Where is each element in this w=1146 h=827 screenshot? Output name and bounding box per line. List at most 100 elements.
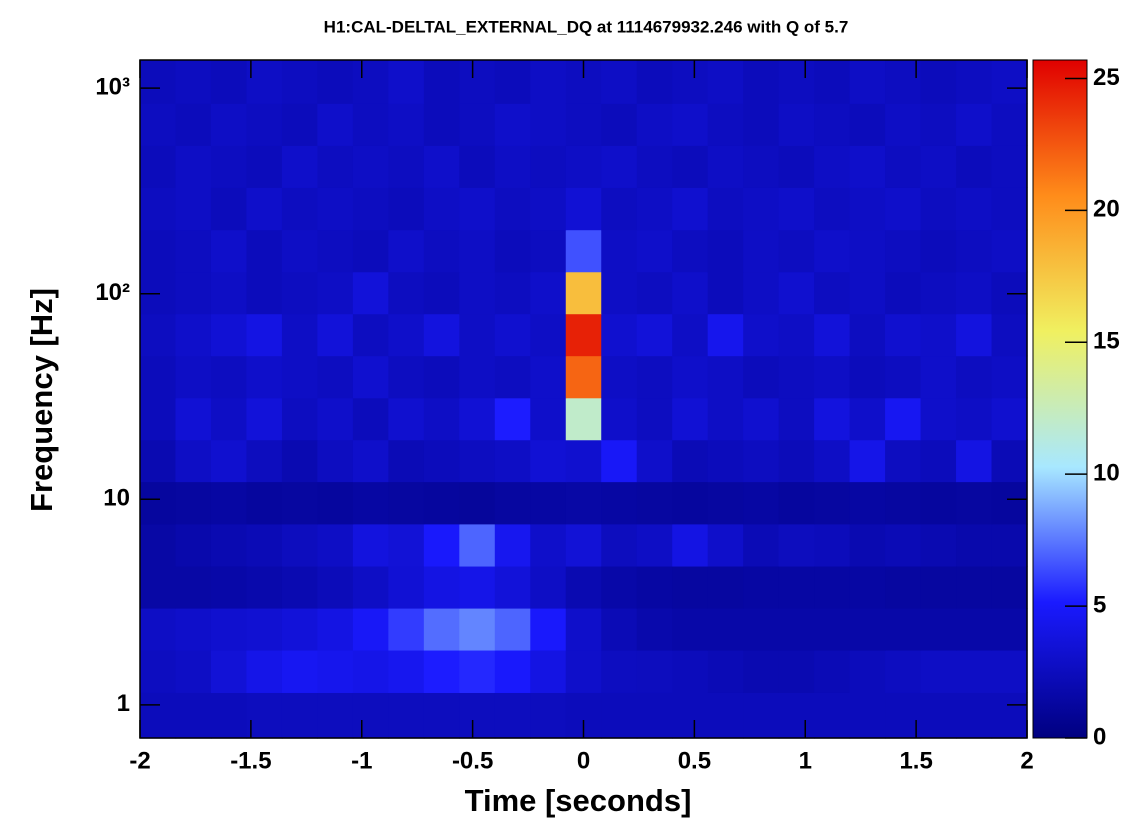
heatmap-cell — [388, 313, 425, 357]
heatmap-cell — [530, 229, 567, 273]
heatmap-cell — [991, 397, 1028, 441]
heatmap-cell — [814, 229, 851, 273]
chart-title: H1:CAL-DELTAL_EXTERNAL_DQ at 1114679932.… — [324, 17, 849, 36]
heatmap-cell — [494, 439, 531, 483]
heatmap-cell — [920, 692, 957, 739]
heatmap-cell — [210, 187, 248, 231]
heatmap-cell — [388, 271, 425, 315]
heatmap-cell — [317, 60, 354, 104]
heatmap-cell — [672, 565, 709, 609]
heatmap-cell — [707, 397, 744, 441]
heatmap-cell — [140, 565, 177, 609]
heatmap-cell — [530, 649, 567, 693]
heatmap-cell — [601, 439, 638, 483]
heatmap-cell — [956, 229, 993, 273]
heatmap-cell — [707, 187, 744, 231]
heatmap-cell — [778, 397, 815, 441]
heatmap-cell — [281, 649, 318, 693]
heatmap-cell — [388, 607, 425, 651]
heatmap-cell — [352, 481, 389, 525]
heatmap-cell — [636, 187, 673, 231]
heatmap-cell — [885, 397, 922, 441]
heatmap-cell — [246, 355, 283, 399]
heatmap-cell — [743, 692, 780, 739]
heatmap-cell — [672, 649, 709, 693]
heatmap-cell — [175, 355, 212, 399]
heatmap-cell — [636, 103, 673, 146]
heatmap-cell — [494, 607, 531, 651]
heatmap-cell — [175, 649, 212, 693]
heatmap-cell — [707, 229, 744, 273]
heatmap-cell — [991, 271, 1028, 315]
heatmap-cell — [778, 145, 815, 188]
heatmap-cell — [707, 439, 744, 483]
heatmap-cell — [849, 187, 886, 231]
heatmap-cell — [601, 271, 638, 315]
heatmap-cell — [743, 187, 780, 231]
heatmap-cell — [530, 355, 567, 399]
heatmap-cell — [991, 565, 1028, 609]
heatmap-cell — [636, 565, 673, 609]
heatmap-cell — [210, 523, 248, 567]
heatmap-cell — [140, 439, 177, 483]
heatmap-cell — [601, 187, 638, 231]
heatmap-cell — [175, 60, 212, 104]
heatmap-cell — [352, 229, 389, 273]
heatmap-cell — [565, 649, 602, 693]
x-tick-label: -1 — [351, 747, 372, 774]
x-tick-label: 0.5 — [678, 747, 711, 774]
heatmap-cell — [956, 439, 993, 483]
heatmap-cell — [494, 60, 531, 104]
heatmap-cell — [885, 692, 922, 739]
heatmap-cell — [778, 60, 815, 104]
heatmap-cell — [920, 271, 957, 315]
heatmap-cell — [494, 103, 531, 146]
heatmap-cell — [388, 229, 425, 273]
heatmap-cell — [140, 187, 177, 231]
heatmap-cell — [991, 607, 1028, 651]
heatmap-cell — [317, 313, 354, 357]
heatmap-cell — [849, 481, 886, 525]
heatmap-cell — [494, 187, 531, 231]
heatmap-cell — [565, 565, 602, 609]
heatmap-cell — [885, 481, 922, 525]
heatmap-cell — [814, 565, 851, 609]
heatmap-cell — [459, 60, 496, 104]
heatmap-cell — [210, 229, 248, 273]
heatmap-cell — [956, 271, 993, 315]
heatmap-cell — [317, 692, 354, 739]
heatmap-cell — [991, 523, 1028, 567]
heatmap-cell — [175, 145, 212, 188]
heatmap-cell — [317, 271, 354, 315]
heatmap-cell — [494, 313, 531, 357]
y-tick-label: 10 — [103, 485, 130, 512]
heatmap-cell — [530, 481, 567, 525]
heatmap-cell — [175, 229, 212, 273]
heatmap-cell — [246, 565, 283, 609]
heatmap-cell — [636, 481, 673, 525]
heatmap-cell — [636, 523, 673, 567]
heatmap-cell — [672, 103, 709, 146]
heatmap-cell — [849, 145, 886, 188]
heatmap-cell — [565, 229, 602, 273]
heatmap-cell — [423, 103, 460, 146]
heatmap-cell — [707, 481, 744, 525]
heatmap-cell — [991, 313, 1028, 357]
colorbar-tick-label: 25 — [1093, 64, 1120, 91]
heatmap-cell — [317, 523, 354, 567]
heatmap-cell — [814, 355, 851, 399]
heatmap-cell — [352, 692, 389, 739]
heatmap-cell — [140, 397, 177, 441]
x-tick-label: -2 — [129, 747, 150, 774]
heatmap-cell — [281, 523, 318, 567]
heatmap-cell — [601, 229, 638, 273]
heatmap-cell — [778, 103, 815, 146]
heatmap-cell — [636, 397, 673, 441]
heatmap-cell — [743, 439, 780, 483]
heatmap-cell — [885, 313, 922, 357]
heatmap-cell — [352, 145, 389, 188]
heatmap-cell — [743, 397, 780, 441]
heatmap-cell — [672, 313, 709, 357]
heatmap-cell — [956, 481, 993, 525]
heatmap-cell — [778, 187, 815, 231]
